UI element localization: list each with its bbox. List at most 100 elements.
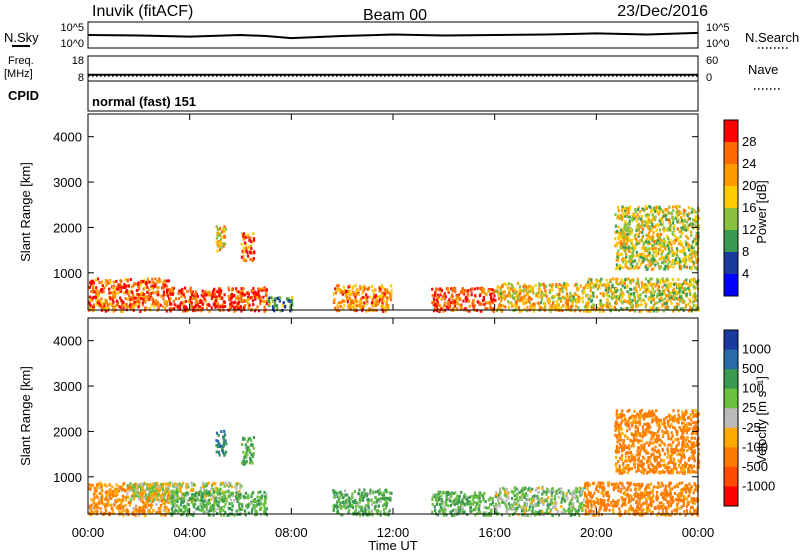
heatmap-cell bbox=[525, 286, 527, 289]
heatmap-cell bbox=[676, 211, 678, 214]
heatmap-cell bbox=[155, 503, 157, 506]
heatmap-cell bbox=[612, 277, 614, 280]
heatmap-cell bbox=[116, 491, 118, 494]
heatmap-cell bbox=[260, 299, 262, 302]
heatmap-cell bbox=[246, 251, 248, 254]
heatmap-cell bbox=[264, 306, 266, 309]
heatmap-cell bbox=[187, 499, 189, 502]
heatmap-cell bbox=[217, 493, 219, 496]
heatmap-cell bbox=[543, 294, 545, 297]
heatmap-cell bbox=[673, 241, 675, 244]
heatmap-cell bbox=[125, 297, 127, 300]
freq-top-tick: 18 bbox=[72, 55, 84, 67]
heatmap-cell bbox=[449, 499, 451, 502]
heatmap-cell bbox=[239, 502, 241, 505]
heatmap-cell bbox=[679, 296, 681, 299]
heatmap-cell bbox=[359, 305, 361, 308]
heatmap-cell bbox=[435, 288, 437, 291]
heatmap-cell bbox=[146, 487, 148, 490]
heatmap-cell bbox=[513, 297, 515, 300]
heatmap-cell bbox=[682, 300, 684, 303]
heatmap-cell bbox=[668, 206, 670, 209]
heatmap-cell bbox=[256, 495, 258, 498]
heatmap-cell bbox=[622, 205, 624, 208]
heatmap-cell bbox=[593, 283, 595, 286]
heatmap-cell bbox=[443, 511, 445, 514]
heatmap-cell bbox=[624, 282, 626, 285]
heatmap-cell bbox=[647, 267, 649, 270]
heatmap-cell bbox=[456, 495, 458, 498]
heatmap-cell bbox=[105, 307, 107, 310]
heatmap-cell bbox=[696, 232, 698, 235]
heatmap-cell bbox=[352, 304, 354, 307]
heatmap-cell bbox=[166, 291, 168, 294]
heatmap-cell bbox=[662, 210, 664, 213]
heatmap-cell bbox=[652, 500, 654, 503]
heatmap-cell bbox=[131, 290, 133, 293]
heatmap-cell bbox=[469, 510, 471, 513]
heatmap-cell bbox=[461, 288, 463, 291]
heatmap-cell bbox=[164, 284, 166, 287]
heatmap-cell bbox=[668, 218, 670, 221]
heatmap-cell bbox=[675, 205, 677, 208]
heatmap-cell bbox=[634, 259, 636, 262]
heatmap-cell bbox=[174, 303, 176, 306]
heatmap-cell bbox=[188, 300, 190, 303]
heatmap-cell bbox=[378, 493, 380, 496]
heatmap-cell bbox=[116, 288, 118, 291]
heatmap-cell bbox=[535, 503, 537, 506]
heatmap-cell bbox=[431, 288, 433, 291]
heatmap-cell bbox=[563, 499, 565, 502]
heatmap-cell bbox=[642, 291, 644, 294]
heatmap-cell bbox=[119, 288, 121, 291]
heatmap-cell bbox=[341, 291, 343, 294]
heatmap-cell bbox=[643, 253, 645, 256]
heatmap-cell bbox=[689, 217, 691, 220]
heatmap-cell bbox=[456, 295, 458, 298]
heatmap-cell bbox=[261, 503, 263, 506]
heatmap-cell bbox=[638, 266, 640, 269]
heatmap-cell bbox=[660, 233, 662, 236]
heatmap-cell bbox=[135, 508, 137, 511]
heatmap-cell bbox=[250, 258, 252, 261]
heatmap-cell bbox=[634, 234, 636, 237]
heatmap-cell bbox=[384, 502, 386, 505]
heatmap-cell bbox=[376, 509, 378, 512]
heatmap-cell bbox=[635, 265, 637, 268]
heatmap-cell bbox=[168, 493, 170, 496]
heatmap-cell bbox=[120, 280, 122, 283]
heatmap-cell bbox=[102, 284, 104, 287]
heatmap-cell bbox=[139, 510, 141, 513]
heatmap-cell bbox=[454, 290, 456, 293]
heatmap-cell bbox=[378, 295, 380, 298]
heatmap-cell bbox=[514, 494, 516, 497]
heatmap-cell bbox=[162, 502, 164, 505]
heatmap-cell bbox=[656, 210, 658, 213]
heatmap-cell bbox=[340, 491, 342, 494]
heatmap-cell bbox=[488, 289, 490, 292]
heatmap-cell bbox=[377, 498, 379, 501]
heatmap-cell bbox=[255, 292, 257, 295]
heatmap-cell bbox=[615, 290, 617, 293]
heatmap-cell bbox=[146, 502, 148, 505]
heatmap-cell bbox=[653, 231, 655, 234]
heatmap-cell bbox=[688, 483, 690, 486]
heatmap-cell bbox=[270, 296, 272, 299]
heatmap-cell bbox=[434, 495, 436, 498]
heatmap-cell bbox=[638, 304, 640, 307]
heatmap-cell bbox=[625, 237, 627, 240]
heatmap-cell bbox=[390, 284, 392, 287]
heatmap-cell bbox=[221, 492, 223, 495]
heatmap-cell bbox=[372, 289, 374, 292]
heatmap-cell bbox=[679, 230, 681, 233]
heatmap-cell bbox=[531, 509, 533, 512]
heatmap-cell bbox=[494, 299, 496, 302]
heatmap-cell bbox=[348, 297, 350, 300]
heatmap-cell bbox=[566, 492, 568, 495]
heatmap-cell bbox=[656, 301, 658, 304]
heatmap-cell bbox=[521, 296, 523, 299]
heatmap-cell bbox=[474, 501, 476, 504]
heatmap-cell bbox=[148, 298, 150, 301]
heatmap-cell bbox=[623, 213, 625, 216]
